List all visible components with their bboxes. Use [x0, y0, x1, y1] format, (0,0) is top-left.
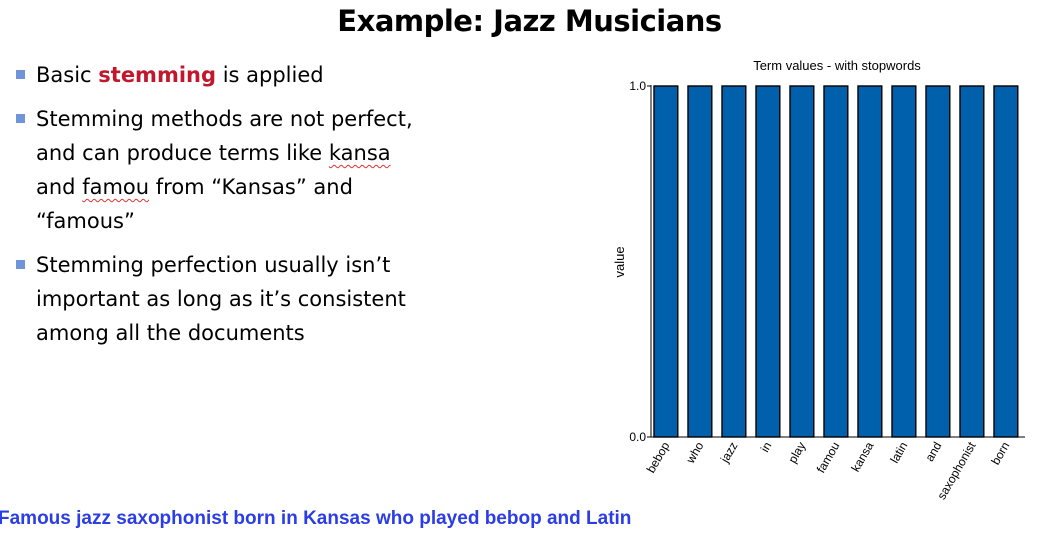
bullet-text: important as long as it’s consistent [36, 287, 406, 311]
bullet-square-icon [16, 114, 25, 123]
bullet-text: Stemming perfection usually isn’t [36, 253, 391, 277]
bar-latin [891, 85, 917, 438]
bar-born [993, 85, 1019, 438]
example-document-caption: Famous jazz saxophonist born in Kansas w… [0, 508, 632, 529]
x-tick-label: born [988, 440, 1012, 468]
bar-and [925, 85, 951, 438]
bar-bebop [653, 85, 679, 438]
bar-kansa [857, 85, 883, 438]
bullet-list: Basic stemming is applied Stemming metho… [16, 58, 576, 360]
bar-who [687, 85, 713, 438]
y-tick-label: 1.0 [629, 79, 646, 93]
bullet-text: Stemming methods are not perfect, [36, 107, 413, 131]
x-tick-label: famou [814, 440, 843, 476]
bar-famou [823, 85, 849, 438]
x-ticks-group: bebop who jazz in play famou kansa latin andsaxo… [644, 439, 1013, 502]
bar-jazz [721, 85, 747, 438]
bullet-item: Stemming methods are not perfect, and ca… [16, 102, 576, 238]
chart-title: Term values - with stopwords [753, 58, 921, 73]
x-tick-label: jazz [717, 440, 740, 466]
y-ticks-group: 0.0 1.0 [629, 79, 651, 444]
bullet-text: “famous” [36, 209, 135, 233]
x-tick-label: and [922, 440, 944, 464]
x-tick-label: latin [887, 440, 910, 466]
bars-group [653, 85, 1019, 438]
bar-saxophonist [959, 85, 985, 438]
y-axis-label: value [612, 246, 627, 277]
misspelled-word: famou [82, 175, 150, 199]
x-tick-label: bebop [644, 439, 673, 475]
x-tick-label: who [683, 439, 707, 466]
x-tick-label: kansa [848, 439, 876, 474]
bar-chart: Term values - with stopwords value 0.0 1.… [612, 58, 1025, 502]
bullet-square-icon [16, 70, 25, 79]
bar-in [755, 85, 781, 438]
bullet-highlight: stemming [98, 63, 217, 87]
bar-play [789, 85, 815, 438]
misspelled-word: kansa [328, 141, 391, 165]
y-tick-label: 0.0 [629, 430, 646, 444]
bullet-text: Basic [36, 63, 99, 87]
bullet-item: Stemming perfection usually isn’t import… [16, 248, 576, 350]
x-tick-label: in [758, 440, 775, 455]
bullet-text: and can produce terms like [36, 141, 329, 165]
bullet-text: is applied [216, 63, 324, 87]
bullet-text: among all the documents [36, 321, 305, 345]
bullet-text: and [36, 175, 83, 199]
bullet-item: Basic stemming is applied [16, 58, 576, 92]
bullet-square-icon [16, 260, 25, 269]
x-tick-label: play [785, 440, 808, 466]
bullet-text: from “Kansas” and [149, 175, 353, 199]
slide-title: Example: Jazz Musicians [337, 4, 722, 38]
